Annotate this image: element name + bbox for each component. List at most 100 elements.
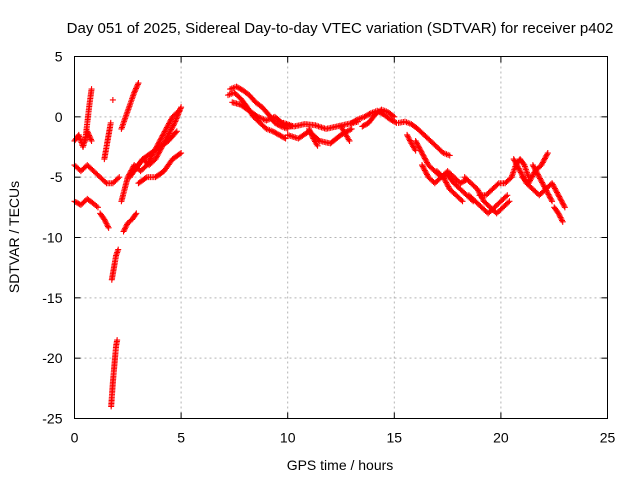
data-point	[176, 107, 183, 114]
data-point	[161, 128, 168, 135]
data-point	[554, 190, 561, 197]
data-point	[172, 118, 179, 125]
data-point	[153, 154, 160, 161]
series-trace-24	[359, 106, 398, 130]
data-point	[105, 224, 112, 231]
data-point	[122, 224, 129, 231]
data-point	[506, 198, 513, 205]
data-point	[359, 123, 366, 130]
data-point	[445, 183, 452, 190]
data-point	[559, 200, 566, 207]
data-point	[459, 178, 466, 185]
data-point	[418, 148, 425, 155]
data-point	[168, 125, 175, 132]
data-point	[543, 187, 550, 194]
data-point	[551, 184, 558, 191]
y-tick-label: -25	[42, 411, 62, 427]
data-point	[475, 188, 482, 195]
y-axis-label: SDTVAR / TECUs	[6, 181, 22, 293]
data-point	[559, 218, 566, 225]
data-point	[558, 197, 565, 204]
data-point	[272, 129, 279, 136]
data-point	[540, 182, 547, 189]
data-point	[166, 130, 173, 137]
data-point	[512, 160, 519, 167]
data-point	[544, 190, 551, 197]
data-point	[178, 104, 185, 111]
data-point	[541, 156, 548, 163]
data-point	[534, 170, 541, 177]
data-point	[558, 215, 565, 222]
data-point	[441, 176, 448, 183]
data-point	[172, 129, 179, 136]
data-point	[260, 116, 267, 123]
data-point	[121, 227, 128, 234]
x-tick-label: 5	[177, 430, 185, 446]
grid-layer	[74, 56, 608, 419]
data-point	[533, 168, 540, 175]
data-point	[503, 193, 510, 200]
data-point	[120, 228, 127, 235]
data-point	[306, 127, 313, 134]
x-tick-label: 25	[600, 430, 616, 446]
data-point	[134, 82, 141, 89]
data-point	[116, 174, 123, 181]
data-point	[535, 172, 542, 179]
series-trace-18	[229, 99, 295, 130]
series-trace-03	[71, 195, 101, 211]
data-point	[274, 121, 281, 128]
data-point	[411, 146, 418, 153]
data-point	[234, 84, 241, 91]
data-point	[494, 181, 501, 188]
data-point	[387, 116, 394, 123]
data-point	[154, 152, 161, 159]
data-point	[412, 137, 419, 144]
data-point	[94, 204, 101, 211]
data-point	[547, 195, 554, 202]
data-point	[72, 199, 79, 206]
data-point	[421, 167, 428, 174]
data-point	[115, 246, 122, 253]
data-point	[513, 161, 520, 168]
data-point	[517, 169, 524, 176]
data-point	[504, 192, 511, 199]
data-point	[520, 160, 527, 167]
series-trace-14	[135, 150, 185, 187]
series-trace-31	[465, 192, 511, 217]
data-point	[103, 220, 110, 227]
data-point	[539, 159, 546, 166]
series-trace-34	[510, 156, 568, 211]
data-point	[278, 133, 285, 140]
data-point	[537, 176, 544, 183]
data-point	[102, 219, 109, 226]
data-point	[561, 204, 568, 211]
data-point	[313, 141, 320, 148]
series-trace-22	[338, 123, 353, 144]
data-point	[514, 164, 521, 171]
data-point	[525, 180, 532, 187]
data-point	[166, 119, 173, 126]
data-point	[517, 168, 524, 175]
data-point	[364, 112, 371, 119]
data-point	[419, 151, 426, 158]
data-point	[459, 198, 466, 205]
series-trace-10	[118, 80, 142, 132]
data-point	[280, 134, 287, 141]
data-point	[274, 131, 281, 138]
data-point	[166, 120, 173, 127]
series-trace-11	[120, 210, 140, 235]
data-point	[413, 139, 420, 146]
data-point	[170, 122, 177, 129]
data-point	[560, 201, 567, 208]
data-point	[351, 118, 358, 125]
data-point	[309, 132, 316, 139]
data-point	[352, 117, 359, 124]
data-point	[281, 134, 288, 141]
data-point	[549, 180, 556, 187]
data-point	[269, 128, 276, 135]
data-point	[271, 129, 278, 136]
data-point	[416, 146, 423, 153]
data-point	[516, 166, 523, 173]
data-point	[132, 86, 139, 93]
data-point	[420, 152, 427, 159]
